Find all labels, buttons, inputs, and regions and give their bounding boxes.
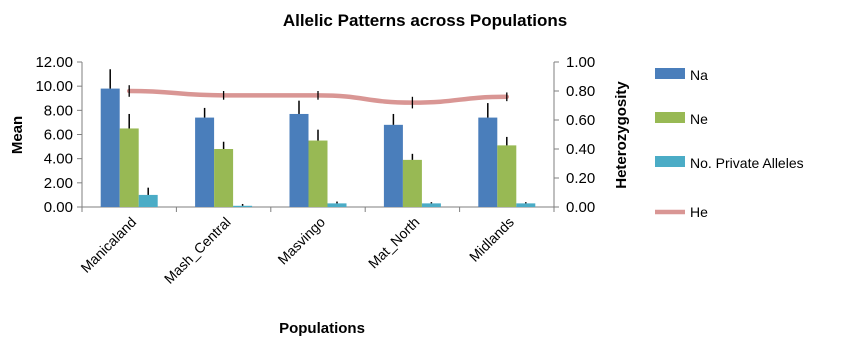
bar-no-private-alleles bbox=[233, 205, 253, 207]
y-tick-label: 6.00 bbox=[44, 127, 73, 144]
legend-label: He bbox=[690, 204, 708, 220]
y2-tick-label: 0.00 bbox=[566, 199, 595, 216]
y-tick-label: 12.00 bbox=[35, 54, 73, 71]
legend-item: Ne bbox=[655, 111, 708, 127]
chart-title: Allelic Patterns across Populations bbox=[283, 11, 567, 30]
legend-label: No. Private Alleles bbox=[690, 155, 804, 171]
x-tick-label: Masvingo bbox=[274, 214, 328, 268]
y2-tick-label: 0.80 bbox=[566, 83, 595, 100]
bar-na bbox=[195, 117, 215, 207]
y2-tick-label: 0.20 bbox=[566, 170, 595, 187]
y-tick-label: 2.00 bbox=[44, 175, 73, 192]
bar-no-private-alleles bbox=[138, 194, 158, 207]
legend-swatch bbox=[655, 156, 685, 167]
y2-tick-label: 0.60 bbox=[566, 112, 595, 129]
legend-swatch bbox=[655, 112, 685, 123]
y2-axis-title: Heterozygosity bbox=[613, 81, 630, 189]
legend: Na Ne No. Private Alleles He bbox=[655, 67, 804, 220]
y-tick-label: 0.00 bbox=[44, 199, 73, 216]
bar-ne bbox=[402, 159, 422, 207]
x-axis-title: Populations bbox=[279, 320, 365, 337]
legend-label: Na bbox=[690, 67, 708, 83]
x-tick-label: Mat_North bbox=[365, 214, 423, 272]
bar-ne bbox=[308, 140, 328, 207]
y-axis-title: Mean bbox=[9, 116, 26, 154]
legend-item: No. Private Alleles bbox=[655, 155, 804, 171]
bar-na bbox=[478, 117, 498, 207]
bar-na bbox=[289, 113, 309, 207]
y-tick-label: 10.00 bbox=[35, 78, 73, 95]
bar-ne bbox=[119, 128, 139, 207]
bar-no-private-alleles bbox=[327, 203, 347, 207]
bar-no-private-alleles bbox=[421, 203, 441, 207]
legend-swatch bbox=[655, 68, 685, 79]
bar-ne bbox=[497, 145, 517, 207]
y2-tick-label: 0.40 bbox=[566, 141, 595, 158]
plot-area: 0.00 2.00 4.00 6.00 8.00 10.00 12.00 0.00 0.20 0.… bbox=[35, 54, 595, 287]
bar-na bbox=[383, 124, 403, 207]
bar-no-private-alleles bbox=[516, 203, 536, 207]
legend-label: Ne bbox=[690, 111, 708, 127]
y2-tick-label: 1.00 bbox=[566, 54, 595, 71]
bar-ne bbox=[214, 149, 234, 207]
y-tick-label: 8.00 bbox=[44, 102, 73, 119]
bar-na bbox=[100, 88, 120, 207]
x-tick-label: Mash_Central bbox=[161, 214, 234, 287]
y-tick-label: 4.00 bbox=[44, 151, 73, 168]
legend-item: He bbox=[655, 204, 708, 220]
x-tick-label: Manicaland bbox=[77, 214, 139, 276]
legend-item: Na bbox=[655, 67, 708, 83]
x-tick-label: Midlands bbox=[466, 214, 517, 265]
